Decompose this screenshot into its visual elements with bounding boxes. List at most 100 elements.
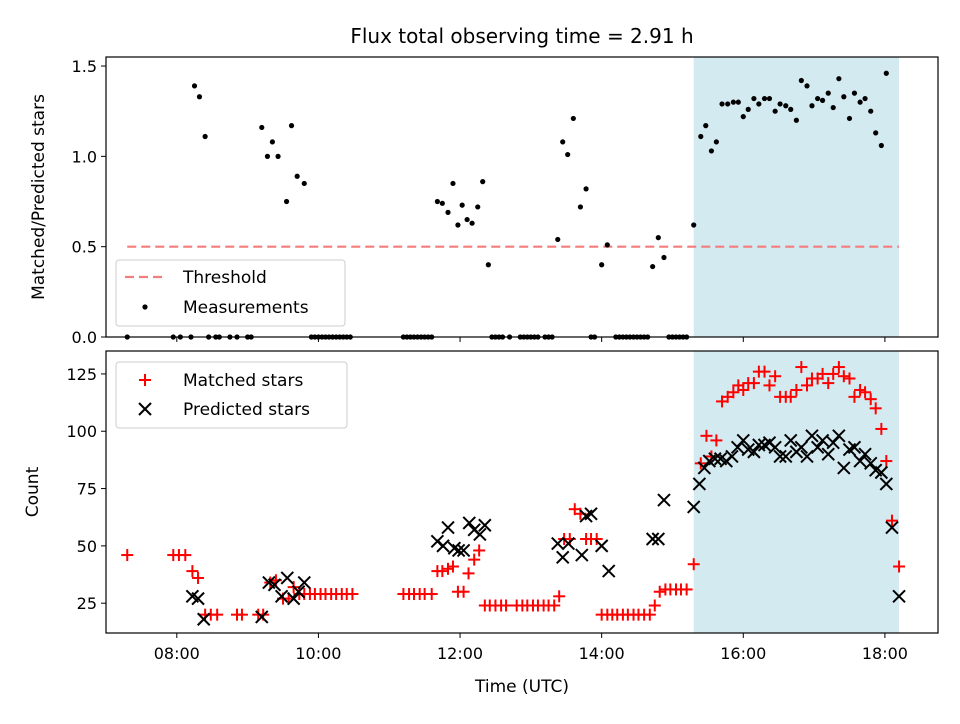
measurement-point	[259, 124, 265, 131]
measurement-point	[836, 76, 842, 82]
matched-star-point	[769, 370, 782, 383]
matched-star-point	[468, 553, 481, 566]
predicted-star-point	[747, 445, 761, 459]
matched-star-point	[121, 549, 134, 562]
measurement-point	[485, 262, 491, 268]
predicted-star-point	[462, 516, 476, 530]
predicted-star-point	[274, 589, 289, 604]
x-tick-label: 14:00	[579, 644, 625, 663]
top-y-tick-label: 1.0	[72, 147, 97, 166]
matched-star-point	[727, 386, 740, 399]
bottom-y-tick-label: 25	[77, 594, 97, 613]
measurement-point	[283, 198, 290, 205]
predicted-star-point	[752, 438, 766, 452]
matched-star-point	[548, 599, 561, 612]
measurement-point	[275, 153, 281, 159]
matched-star-point	[737, 383, 750, 396]
measurement-point	[777, 101, 783, 107]
bottom-panel: 25 50 75 100 125 08:00 10:00 12:00 14:00 16:00 18…	[23, 350, 939, 697]
matched-star-point	[832, 361, 845, 374]
matched-star-point	[801, 379, 814, 392]
measurement-point	[766, 95, 773, 102]
matched-star-point	[822, 377, 835, 390]
measurement-point	[725, 101, 731, 107]
measurement-point	[873, 130, 879, 136]
predicted-star-point	[805, 429, 819, 443]
predicted-star-point	[892, 589, 906, 604]
measurement-point	[604, 242, 610, 248]
matched-star-point	[648, 599, 661, 612]
measurement-point	[565, 151, 571, 158]
measurement-point	[480, 179, 486, 185]
predicted-star-point	[657, 493, 671, 507]
matched-star-point	[843, 372, 856, 385]
measurement-point	[583, 186, 589, 192]
predicted-star-point	[794, 440, 809, 454]
measurement-point	[793, 117, 799, 123]
predicted-star-point	[837, 461, 851, 475]
measurement-point	[819, 97, 826, 103]
matched-star-point	[457, 585, 470, 598]
matched-star-point	[893, 560, 906, 573]
top-shaded-span	[693, 57, 900, 337]
matched-star-point	[848, 390, 861, 403]
legend-measurements-label: Measurements	[183, 298, 309, 318]
predicted-star-point	[451, 543, 466, 558]
measurement-point	[599, 262, 605, 268]
matched-star-point	[816, 367, 829, 380]
measurement-point	[841, 94, 847, 100]
measurement-point	[761, 95, 768, 102]
predicted-star-point	[815, 433, 830, 448]
bottom-x-axis: 08:00 10:00 12:00 14:00 16:00 18:00	[154, 633, 908, 663]
matched-star-point	[179, 549, 192, 562]
measurement-point	[691, 222, 697, 228]
matched-star-point	[700, 429, 713, 442]
measurement-point	[455, 222, 461, 228]
measurement-point	[788, 106, 794, 112]
measurement-point	[878, 142, 884, 149]
legend-predicted-label: Predicted stars	[183, 400, 310, 420]
matched-star-point	[784, 390, 797, 403]
predicted-star-point	[441, 520, 455, 535]
top-plot-frame	[105, 56, 939, 338]
legend-predicted-swatch	[138, 402, 152, 416]
bottom-y-axis-label: Count	[23, 466, 43, 517]
predicted-star-point	[551, 536, 565, 551]
predicted-star-point	[858, 447, 872, 461]
matched-star-point	[590, 533, 603, 545]
predicted-star-point	[602, 564, 616, 578]
predicted-star-point	[853, 454, 867, 468]
measurement-point	[464, 216, 470, 223]
measurement-point	[751, 95, 757, 102]
top-legend: Threshold Measurements	[115, 259, 346, 327]
measurement-point	[459, 202, 465, 208]
top-x-ticks	[176, 337, 886, 342]
bottom-y-tick-label: 125	[66, 365, 97, 384]
x-tick-label: 18:00	[862, 644, 908, 663]
bottom-legend: Matched stars Predicted stars	[115, 361, 348, 429]
predicted-star-point	[478, 518, 492, 532]
legend-measurements-swatch	[142, 304, 148, 310]
top-legend-box	[115, 259, 346, 327]
measurement-point	[830, 104, 836, 111]
top-y-tick-label: 0.5	[72, 238, 97, 257]
bottom-plot-frame	[105, 350, 939, 634]
matched-star-point	[462, 567, 475, 580]
predicted-star-point	[821, 447, 835, 461]
x-tick-label: 12:00	[437, 644, 483, 663]
matched-star-point	[687, 558, 700, 571]
predicted-star-point	[779, 449, 793, 464]
predicted-star-point	[847, 440, 862, 454]
predicted-star-point	[456, 543, 471, 558]
bottom-y-tick-label: 75	[77, 480, 97, 499]
measurement-point	[772, 108, 778, 114]
measurement-point	[740, 114, 746, 120]
predicted-star-point	[556, 550, 570, 565]
matched-star-point	[869, 402, 882, 415]
x-axis-label: Time (UTC)	[474, 677, 569, 697]
matched-star-point	[436, 565, 449, 578]
measurement-point	[713, 139, 719, 145]
predicted-star-point	[736, 433, 750, 448]
matched-star-point	[827, 367, 840, 380]
predicted-star-point	[864, 456, 878, 471]
